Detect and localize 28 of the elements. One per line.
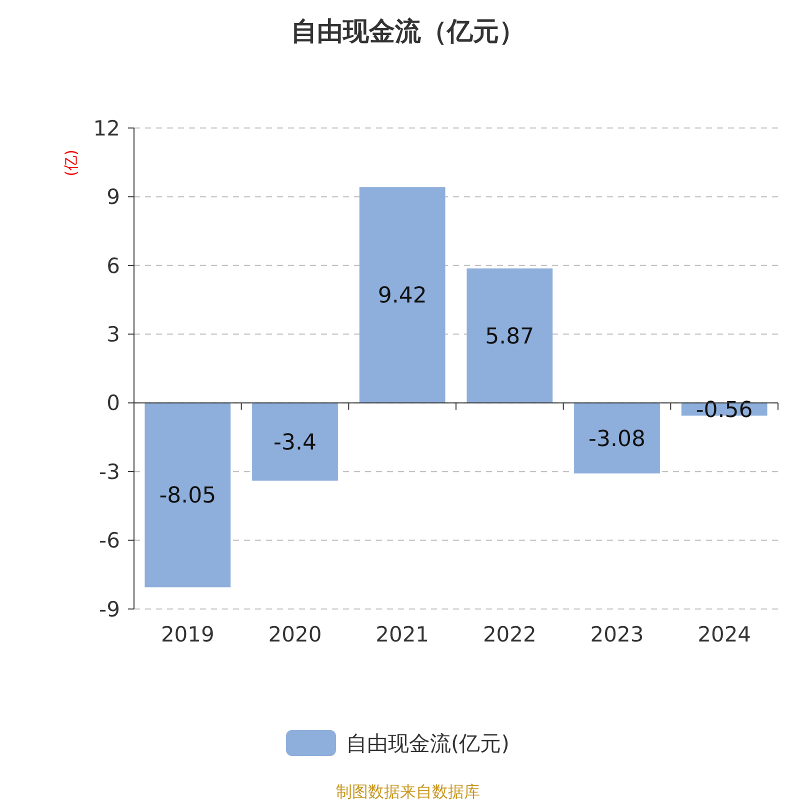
y-tick-label: -3 (99, 460, 120, 484)
x-tick-label: 2021 (376, 622, 430, 646)
text: 制图数据来自数据库 (336, 782, 480, 800)
y-axis-title: (亿) (62, 150, 80, 176)
bar (144, 402, 231, 588)
chart-title: 自由现金流（亿元） (291, 17, 525, 47)
bar (359, 187, 446, 403)
x-tick-label: 2019 (160, 622, 214, 646)
bar (574, 402, 660, 474)
y-tick-label: 12 (93, 116, 120, 140)
data-label: -3.08 (588, 426, 646, 452)
y-tick-label: -9 (99, 597, 120, 622)
x-tick-label: 2024 (698, 622, 752, 646)
data-label: -8.05 (159, 484, 216, 509)
x-tick-label: 2023 (590, 622, 644, 646)
x-tick-label: 2020 (268, 622, 322, 646)
bar (466, 268, 553, 403)
data-label: 5.87 (485, 324, 534, 350)
y-tick-label: 3 (106, 322, 120, 346)
x-tick-label: 2022 (482, 622, 536, 646)
data-label: 9.42 (378, 284, 427, 309)
legend-label: 自由现金流(亿元) (346, 731, 510, 756)
y-tick-label: 9 (106, 185, 120, 210)
y-tick-label: 6 (106, 254, 120, 278)
bar (252, 402, 338, 481)
y-tick-label: -6 (99, 528, 120, 553)
y-tick-label: 0 (106, 391, 120, 416)
data-label: -3.4 (274, 430, 316, 456)
